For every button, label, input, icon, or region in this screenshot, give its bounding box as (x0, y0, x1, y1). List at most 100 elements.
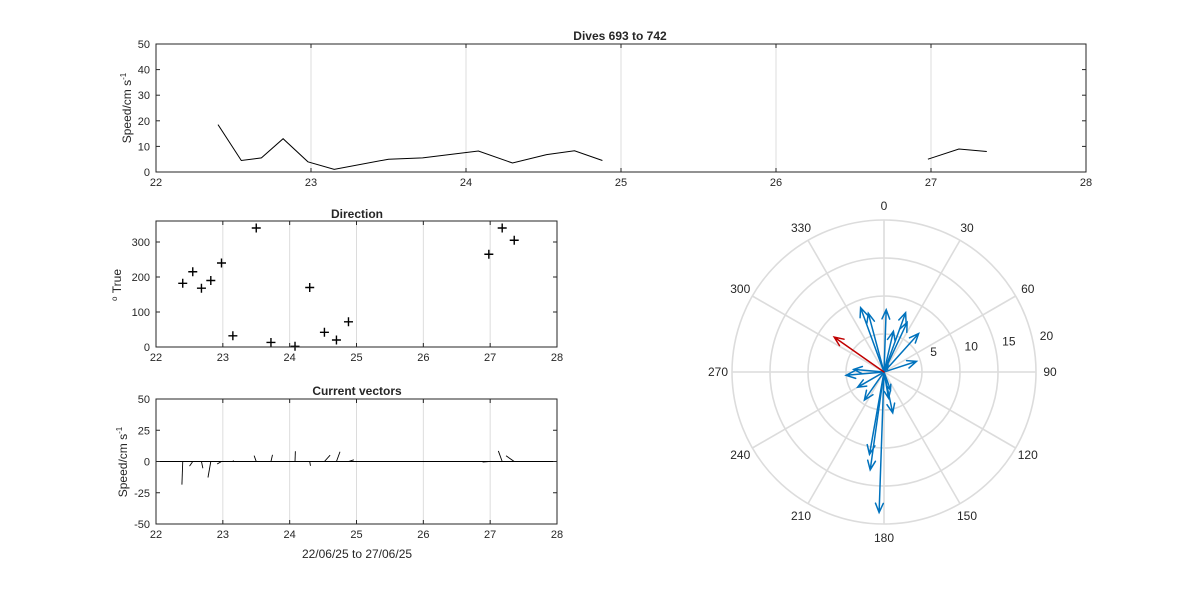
vector-stick (482, 461, 489, 463)
compass-range-label: 5 (930, 345, 937, 359)
compass-panel: 0 30 60 90 120 150 180 210 240 270 300 330 5 10 15 20 (708, 199, 1057, 545)
compass-arrow (863, 371, 885, 402)
direction-marker (228, 331, 238, 341)
direction-marker (251, 223, 261, 233)
speed-ytick-label: 50 (138, 39, 150, 51)
vector-stick (324, 454, 331, 462)
compass-angle-label: 90 (1043, 365, 1057, 379)
direction-xtick-label: 28 (551, 352, 563, 364)
vectors-sticks (156, 450, 557, 485)
direction-marker (178, 278, 188, 288)
direction-xtick-label: 22 (150, 352, 162, 364)
compass-angle-label: 60 (1021, 282, 1035, 296)
speed-series (217, 124, 987, 170)
vector-stick (253, 455, 257, 462)
compass-spoke (751, 295, 885, 373)
vectors-axis-ticks: 22 23 24 25 26 27 28 50 25 0 -25 -50 (134, 394, 563, 541)
compass-arrow (856, 371, 885, 389)
compass-arrow (883, 363, 890, 373)
speed-xtick-label: 24 (460, 177, 472, 189)
vectors-ytick-label: 0 (144, 457, 150, 469)
direction-ytick-label: 0 (144, 342, 150, 354)
speed-ylabel-text: Speed/cm s (120, 80, 134, 143)
direction-ylabel: o True (110, 269, 124, 301)
compass-spoke (883, 239, 961, 373)
direction-axis-ticks: 22 23 24 25 26 27 28 0 100 200 300 (132, 221, 563, 364)
vectors-ylabel-superscript: -1 (115, 426, 124, 434)
speed-ytick-label: 40 (138, 65, 150, 77)
compass-spoke (807, 239, 885, 373)
vectors-xlabel: 22/06/25 to 27/06/25 (302, 547, 412, 561)
direction-xtick-label: 25 (350, 352, 362, 364)
speed-series-line (217, 124, 603, 170)
compass-grid (731, 219, 1037, 525)
direction-ytick-label: 200 (132, 272, 150, 284)
compass-arrow (883, 310, 907, 373)
vectors-xtick-label: 24 (284, 529, 296, 541)
direction-xtick-label: 26 (417, 352, 429, 364)
direction-marker (509, 235, 519, 245)
compass-arrow (883, 371, 892, 392)
direction-marker (331, 335, 341, 345)
vector-stick (181, 461, 184, 485)
vectors-ytick-label: -50 (134, 519, 150, 531)
vectors-ytick-label: 25 (138, 425, 150, 437)
compass-angle-label: 0 (881, 199, 888, 213)
speed-timeseries-panel: 22 23 24 25 26 27 28 0 10 20 30 40 50 Dives 693 to 7… (119, 29, 1092, 189)
compass-arrows (832, 305, 920, 515)
speed-xtick-label: 27 (925, 177, 937, 189)
direction-marker (266, 337, 276, 347)
vectors-ylabel-text: Speed/cm s (116, 434, 130, 497)
vector-stick (232, 460, 234, 462)
vector-stick (207, 461, 212, 478)
direction-ylabel-text: True (110, 269, 124, 297)
vectors-xtick-label: 27 (484, 529, 496, 541)
compass-arrow (881, 307, 891, 373)
speed-ylabel-superscript: -1 (119, 72, 128, 80)
compass-arrow (883, 320, 908, 373)
compass-arrow (883, 371, 896, 415)
compass-arrow (851, 365, 885, 375)
compass-angle-label: 270 (708, 365, 728, 379)
vector-stick (216, 461, 222, 465)
direction-marker (206, 276, 216, 285)
compass-angle-label: 150 (957, 509, 977, 523)
compass-arrow (883, 329, 896, 373)
vectors-xtick-label: 28 (551, 529, 563, 541)
vector-stick (505, 455, 515, 462)
compass-range-label: 15 (1002, 334, 1016, 348)
compass-arrow (866, 311, 885, 373)
speed-grid (310, 44, 932, 172)
vectors-ytick-label: 50 (138, 394, 150, 406)
speed-xtick-label: 25 (615, 177, 627, 189)
speed-series-line (927, 148, 987, 160)
direction-marker (290, 341, 300, 351)
compass-angle-label: 300 (730, 282, 750, 296)
speed-axis-ticks: 22 23 24 25 26 27 28 0 10 20 30 40 50 (138, 39, 1092, 189)
vector-stick (348, 459, 354, 462)
direction-grid (222, 221, 491, 347)
compass-spoke (883, 371, 1017, 449)
direction-marker (319, 327, 329, 337)
direction-marker (484, 249, 494, 259)
speed-ytick-label: 20 (138, 116, 150, 128)
compass-labels: 0 30 60 90 120 150 180 210 240 270 300 330 5 10 15 20 (708, 199, 1057, 545)
direction-xtick-label: 27 (484, 352, 496, 364)
speed-ytick-label: 0 (144, 167, 150, 179)
speed-xtick-label: 26 (770, 177, 782, 189)
compass-range-label: 10 (965, 340, 979, 354)
speed-chart-title: Dives 693 to 742 (573, 29, 667, 43)
compass-mean-arrow (832, 335, 885, 373)
compass-arrow (874, 371, 885, 515)
direction-xtick-label: 24 (284, 352, 296, 364)
compass-arrow (866, 371, 885, 457)
speed-ytick-label: 30 (138, 90, 150, 102)
speed-xtick-label: 22 (150, 177, 162, 189)
compass-spoke (807, 371, 885, 505)
direction-ytick-label: 300 (132, 237, 150, 249)
compass-angle-label: 180 (874, 531, 894, 545)
direction-ylabel-degree: o (110, 296, 119, 301)
compass-spoke (883, 295, 1017, 373)
speed-xtick-label: 28 (1080, 177, 1092, 189)
